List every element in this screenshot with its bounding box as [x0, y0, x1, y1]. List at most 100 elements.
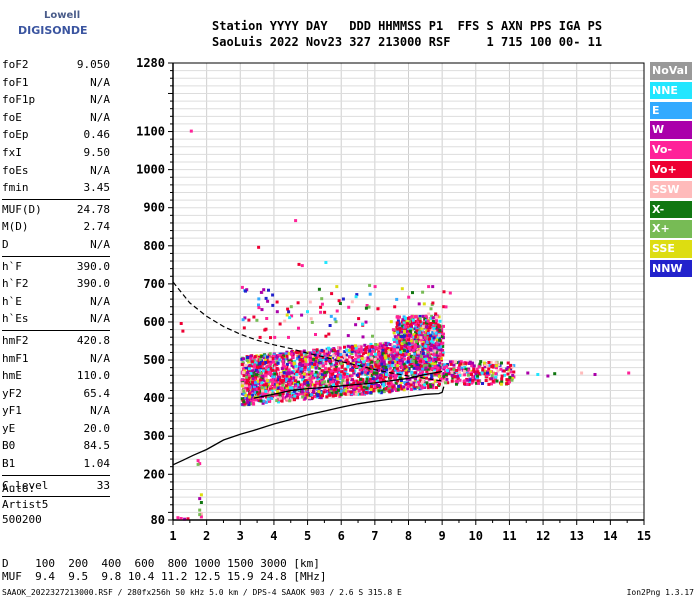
echo-point [427, 358, 431, 362]
echo-point [424, 364, 428, 368]
echo-point [198, 497, 202, 501]
echo-point [328, 378, 332, 382]
echo-point [429, 383, 432, 387]
echo-point [314, 366, 318, 370]
param-name: B0 [2, 439, 16, 453]
echo-point [275, 385, 279, 389]
echo-point [388, 343, 392, 346]
echo-point [381, 348, 385, 352]
echo-point [379, 391, 383, 395]
echo-point [271, 378, 275, 382]
echo-point [450, 372, 454, 376]
echo-point [335, 309, 339, 313]
echo-point [289, 376, 293, 380]
echo-point [271, 293, 275, 297]
echo-point [460, 373, 464, 377]
echo-point [346, 373, 349, 377]
echo-point [267, 370, 271, 374]
echo-point [308, 362, 312, 366]
echo-point [277, 378, 281, 382]
echo-point [244, 394, 248, 397]
echo-point [358, 368, 362, 372]
echo-point [322, 357, 326, 361]
echo-point [308, 300, 312, 304]
echo-point [419, 367, 423, 371]
echo-point [432, 327, 436, 330]
echo-point [343, 350, 347, 354]
echo-point [347, 305, 351, 309]
echo-point [450, 370, 454, 374]
echo-point [250, 396, 254, 400]
echo-point [368, 292, 372, 296]
echo-point [249, 354, 253, 358]
echo-point [421, 379, 425, 382]
echo-point [378, 363, 382, 367]
echo-point [301, 375, 305, 379]
echo-point [510, 378, 514, 382]
param-name: h`F [2, 259, 22, 273]
echo-point [546, 374, 550, 378]
echo-point [369, 388, 373, 392]
echo-point [392, 372, 395, 376]
echo-point [332, 383, 335, 387]
echo-point [246, 379, 250, 383]
echo-point [400, 338, 403, 342]
echo-point [274, 387, 278, 391]
echo-point [456, 377, 460, 381]
echo-point [389, 320, 393, 324]
echo-point [258, 391, 262, 395]
echo-point [407, 383, 411, 386]
echo-point [380, 362, 384, 366]
echo-point [261, 362, 265, 366]
echo-point [296, 301, 300, 305]
echo-point [331, 380, 335, 384]
echo-point [376, 360, 379, 364]
echo-point [258, 380, 262, 384]
echo-point [487, 382, 491, 386]
echo-point [274, 362, 277, 366]
x-tick-label: 7 [371, 529, 378, 543]
echo-point [382, 382, 386, 386]
echo-point [477, 381, 481, 385]
echo-point [384, 366, 388, 369]
echo-point [388, 366, 392, 370]
echo-point [446, 381, 450, 385]
y-tick-label: 1280 [136, 56, 165, 70]
echo-point [300, 375, 303, 379]
echo-point [406, 316, 410, 320]
echo-point [248, 395, 252, 399]
param-value: 0.46 [83, 128, 111, 142]
echo-point [287, 335, 290, 339]
echo-point [323, 371, 327, 375]
echo-point [374, 382, 378, 386]
x-tick-label: 5 [304, 529, 311, 543]
echo-point [310, 365, 314, 369]
echo-point [367, 353, 371, 357]
echo-point [365, 304, 369, 307]
echo-point [276, 361, 280, 365]
x-tick-label: 11 [502, 529, 516, 543]
echo-point [475, 367, 479, 371]
echo-point [344, 386, 348, 390]
echo-point [300, 390, 304, 394]
echo-point [418, 328, 422, 332]
echo-point [383, 363, 387, 367]
echo-point [280, 380, 284, 384]
echo-point [377, 384, 381, 387]
echo-point [509, 370, 513, 374]
echo-point [433, 346, 437, 350]
echo-point [273, 335, 277, 339]
echo-point [393, 387, 397, 391]
echo-point [241, 318, 245, 322]
echo-point [394, 374, 398, 377]
echo-point [358, 366, 361, 369]
echo-point [271, 357, 275, 360]
echo-point [321, 381, 325, 385]
echo-point [240, 384, 244, 388]
echo-point [414, 360, 418, 364]
echo-point [280, 353, 284, 357]
echo-point [363, 365, 367, 369]
echo-point [241, 361, 245, 365]
echo-point [295, 368, 299, 372]
echo-point [451, 376, 455, 380]
